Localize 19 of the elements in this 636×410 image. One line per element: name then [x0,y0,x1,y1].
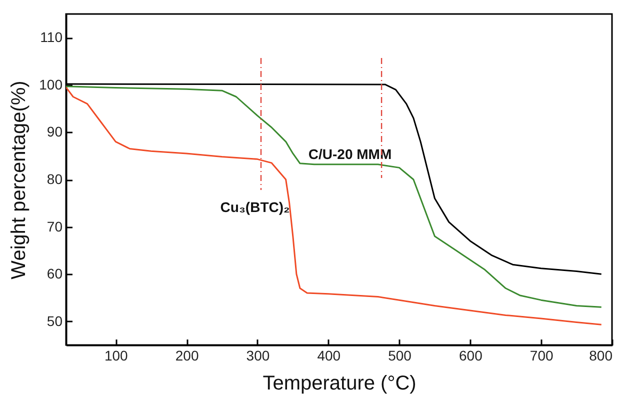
x-tick-label: 600 [459,348,483,364]
x-tick-label: 500 [388,348,412,364]
x-tick-label: 100 [104,348,128,364]
y-tick-label: 80 [46,171,63,187]
y-tick-label: 90 [46,124,63,140]
y-tick-label: 100 [39,76,63,92]
x-tick-label: 800 [589,348,613,364]
y-tick-label: 50 [46,312,63,329]
x-tick-label: 700 [530,348,554,364]
y-tick-label: 70 [46,218,63,234]
x-tick-label: 200 [175,348,199,364]
y-tick-label: 110 [40,29,63,46]
x-tick-label: 400 [317,348,341,364]
y-tick-label: 60 [46,266,63,282]
x-tick-label: 300 [246,348,270,364]
series-label: Cu₃(BTC)₂ [220,199,290,215]
series-label: C/U-20 MMM [308,146,392,162]
x-axis-title: Temperature (°C) [262,372,416,394]
y-axis-title: Weight percentage(%) [8,80,30,280]
